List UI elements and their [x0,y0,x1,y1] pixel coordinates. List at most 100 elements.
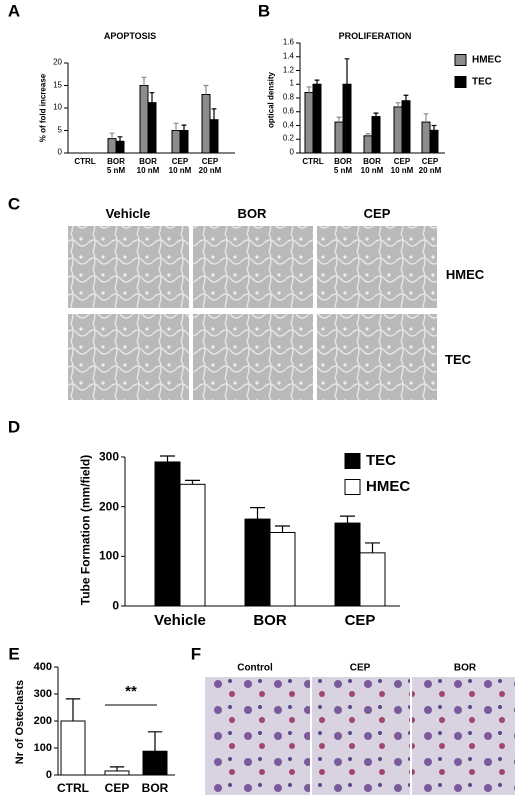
y-tick-label: 0 [57,147,62,157]
y-tick-label: 100 [33,741,52,754]
y-axis-label: Tube Formation (mm/field) [78,454,93,606]
x-tick-label: CEP 20 nM [418,157,442,175]
error-bar [141,76,147,86]
error-bar [109,132,115,139]
bar [201,94,211,154]
micrograph-grid [68,226,437,400]
bar [209,119,219,154]
bar [304,92,314,154]
legend-label: TEC [472,76,492,88]
y-tick-label: 200 [33,714,52,727]
column-header: Control [237,662,273,674]
legend-label: TEC [366,451,396,469]
error-bar [65,698,81,721]
micrograph [193,314,313,400]
column-header: BOR [453,662,477,674]
y-tick-label: 0 [289,147,294,157]
x-tick-label: BOR 10 nM [360,157,384,175]
error-bar [275,525,290,533]
micrograph [317,314,437,400]
bar [244,518,271,607]
bar [359,552,386,607]
y-axis-label: % of fold increase [38,73,48,143]
panel-letter: C [7,194,21,214]
error-bar [203,84,209,95]
error-bar [211,108,217,120]
staining-images [205,677,515,795]
panel-letter: F [190,644,202,664]
y-tick-label: 1.2 [282,65,294,75]
y-tick-label: 0.6 [282,106,294,116]
y-tick-label: 0.8 [282,92,294,102]
bar [147,102,157,154]
stain-image [412,677,515,795]
error-bar [109,766,125,771]
legend-swatch [344,453,361,469]
bar [139,85,149,154]
bar [334,121,344,154]
x-tick-label: Vehicle [154,612,206,629]
error-bar [185,479,200,485]
y-tick-label: 20 [53,57,62,67]
bar [342,83,352,154]
error-bar [181,124,187,131]
y-tick-label: 0.2 [282,133,294,143]
chart-title: PROLIFERATION [338,31,412,42]
bar [334,522,361,607]
error-bar [336,116,342,123]
legend-swatch [344,479,361,495]
x-tick-label: BOR 10 nM [136,157,160,175]
bar [171,130,181,154]
y-axis-label: Nr of Osteclasts [13,679,26,765]
bar [312,83,322,154]
legend-label: HMEC [366,477,411,495]
x-tick-label: BOR 5 nM [106,157,126,175]
y-tick-label: 200 [98,499,119,514]
y-tick-label: 0.4 [282,120,294,130]
y-tick-label: 100 [98,548,119,563]
error-bar [344,58,350,85]
x-tick-label: BOR 5 nM [333,157,353,175]
error-bar [306,86,312,93]
row-header: TEC [445,351,471,367]
micrograph [193,226,313,308]
y-tick-label: 15 [53,80,62,90]
micrograph [68,226,189,308]
legend-swatch [454,54,467,66]
error-bar [423,113,429,123]
y-tick-label: 0 [45,768,52,781]
panel-letter: A [7,1,21,21]
bar [429,129,439,154]
bar [104,770,130,776]
bar [179,130,189,154]
error-bar [160,455,175,462]
x-tick-label: CEP [104,781,130,795]
x-tick-label: BOR [141,781,169,795]
error-bar [365,133,371,136]
bar [371,116,381,154]
error-bar [250,507,265,520]
bar [60,720,86,776]
error-bar [365,542,380,553]
micrograph [68,314,189,400]
stain-image [205,677,310,795]
y-tick-label: 1 [289,78,294,88]
panel-letter: E [8,644,20,664]
bar [269,531,296,607]
column-header: Vehicle [105,205,151,221]
bar [421,121,431,154]
y-tick-label: 300 [33,687,52,700]
y-axis-label: optical density [266,71,276,129]
error-bar [373,112,379,117]
stain-image [312,677,410,795]
bar [107,138,117,154]
bar [363,135,373,154]
micrograph [317,226,437,308]
bar [393,106,403,154]
y-tick-label: 1.4 [282,51,294,61]
column-header: CEP [349,662,371,674]
row-header: HMEC [445,266,485,282]
error-bar [173,122,179,131]
